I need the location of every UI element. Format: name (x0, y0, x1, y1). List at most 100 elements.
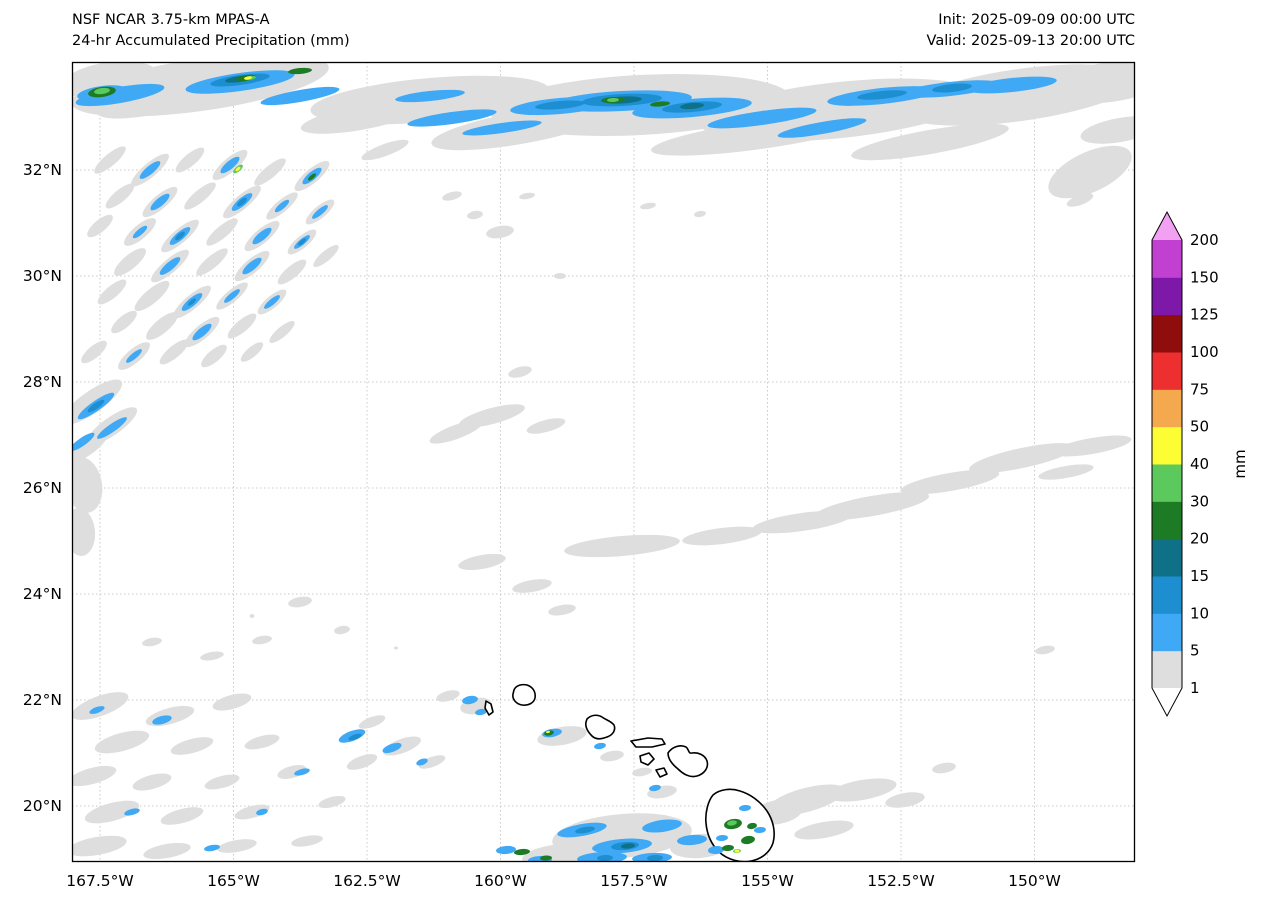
precip-blob (72, 457, 103, 513)
precip-blob (734, 849, 740, 853)
precip-blob (932, 83, 972, 93)
precip-blob (105, 183, 135, 209)
lat-label: 22°N (23, 691, 62, 709)
colorbar-segment (1152, 538, 1182, 577)
precip-blob (217, 839, 257, 853)
colorbar-unit-label: mm (1231, 449, 1249, 478)
precip-blob (1052, 435, 1132, 457)
precip-blob (114, 248, 146, 276)
precip-blob (224, 289, 240, 303)
precip-blob (621, 843, 635, 849)
precip-blob (632, 767, 652, 777)
lon-label: 150°W (1008, 872, 1061, 890)
precip-blob (297, 238, 307, 246)
precip-blob (554, 273, 566, 279)
colorbar-segment (1152, 277, 1182, 316)
precip-blob (727, 820, 737, 826)
precip-blob (240, 342, 264, 362)
precip-blob (677, 834, 707, 846)
precip-blob (1066, 193, 1094, 207)
precip-blob (313, 245, 339, 267)
precip-blob (358, 715, 386, 729)
island-kahoolawe (655, 767, 668, 778)
precip-blob (220, 156, 240, 174)
precip-blob (969, 443, 1075, 473)
precip-blob (312, 205, 328, 219)
precip-blob (187, 298, 197, 306)
precip-blob (184, 182, 216, 210)
lat-label: 32°N (23, 161, 62, 179)
colorbar-segment (1152, 613, 1182, 652)
precip-blob (294, 768, 310, 776)
precip-blob (346, 754, 378, 770)
precip-blob (716, 834, 728, 842)
precip-blob (827, 778, 897, 802)
precip-blob (206, 218, 238, 246)
precip-blob (111, 310, 137, 334)
colorbar-tick-label: 50 (1190, 418, 1209, 436)
plot-background (72, 62, 1135, 862)
precip-blob (535, 100, 585, 110)
lon-label: 155°W (741, 872, 794, 890)
precip-blob (486, 225, 514, 239)
precip-blob (252, 227, 272, 245)
plot-frame (71, 61, 1136, 863)
precip-blob (192, 323, 212, 341)
precip-blob (607, 97, 619, 103)
precip-blob (512, 579, 552, 593)
precip-blob (87, 214, 113, 238)
precip-blob (932, 762, 956, 774)
colorbar-segment (1152, 389, 1182, 428)
colorbar-tick-label: 100 (1190, 343, 1219, 361)
precip-blob (72, 432, 95, 452)
precip-blob (418, 755, 446, 769)
precip-blob (126, 349, 142, 363)
colorbar-segment (1152, 426, 1182, 465)
colorbar-tick-label: 20 (1190, 530, 1209, 548)
precip-blob (260, 86, 340, 106)
precip-blob (767, 784, 845, 816)
precip-blob (407, 109, 497, 127)
island-molokai (630, 737, 666, 748)
run-info-block: Init: 2025-09-09 00:00 UTC Valid: 2025-0… (927, 10, 1135, 52)
colorbar-tick-label: 40 (1190, 455, 1209, 473)
precip-blob (81, 340, 107, 364)
colorbar-tick-label: 75 (1190, 380, 1209, 398)
island-lanai (639, 752, 655, 766)
precip-blob (526, 418, 566, 434)
precip-blob (540, 855, 552, 861)
precip-blob (87, 399, 105, 413)
precip-blob (597, 854, 613, 862)
precip-blob (150, 193, 170, 211)
colorbar-under-arrow (1152, 688, 1182, 716)
precip-blob (649, 784, 661, 792)
precip-blob (442, 191, 462, 201)
precip-blob (288, 596, 312, 608)
precip-blob (754, 826, 766, 834)
precip-blob (152, 715, 172, 725)
island-kauai (512, 683, 536, 706)
colorbar: 200 150 125 100 75 50 40 30 20 15 10 5 1 mm (1151, 210, 1249, 718)
precip-blob (967, 76, 1057, 94)
big-island-precip (708, 804, 766, 855)
lat-label: 26°N (23, 479, 62, 497)
precip-blob (142, 637, 162, 647)
precip-blob (694, 210, 706, 218)
title-line-2: 24-hr Accumulated Precipitation (mm) (72, 33, 350, 49)
precip-blob (252, 635, 272, 645)
colorbar-tick-label: 150 (1190, 268, 1219, 286)
precip-blob (72, 835, 127, 857)
lon-label: 157.5°W (600, 872, 667, 890)
precip-blob (244, 734, 280, 750)
precipitation-field (72, 62, 1135, 862)
colorbar-tick-label: 125 (1190, 306, 1219, 324)
precip-blob (1050, 62, 1135, 104)
precip-blob (741, 835, 755, 845)
lon-label: 152.5°W (867, 872, 934, 890)
precip-blob (274, 199, 290, 213)
precip-blob (94, 87, 110, 95)
lat-label: 30°N (23, 267, 62, 285)
precip-blob (256, 808, 268, 816)
